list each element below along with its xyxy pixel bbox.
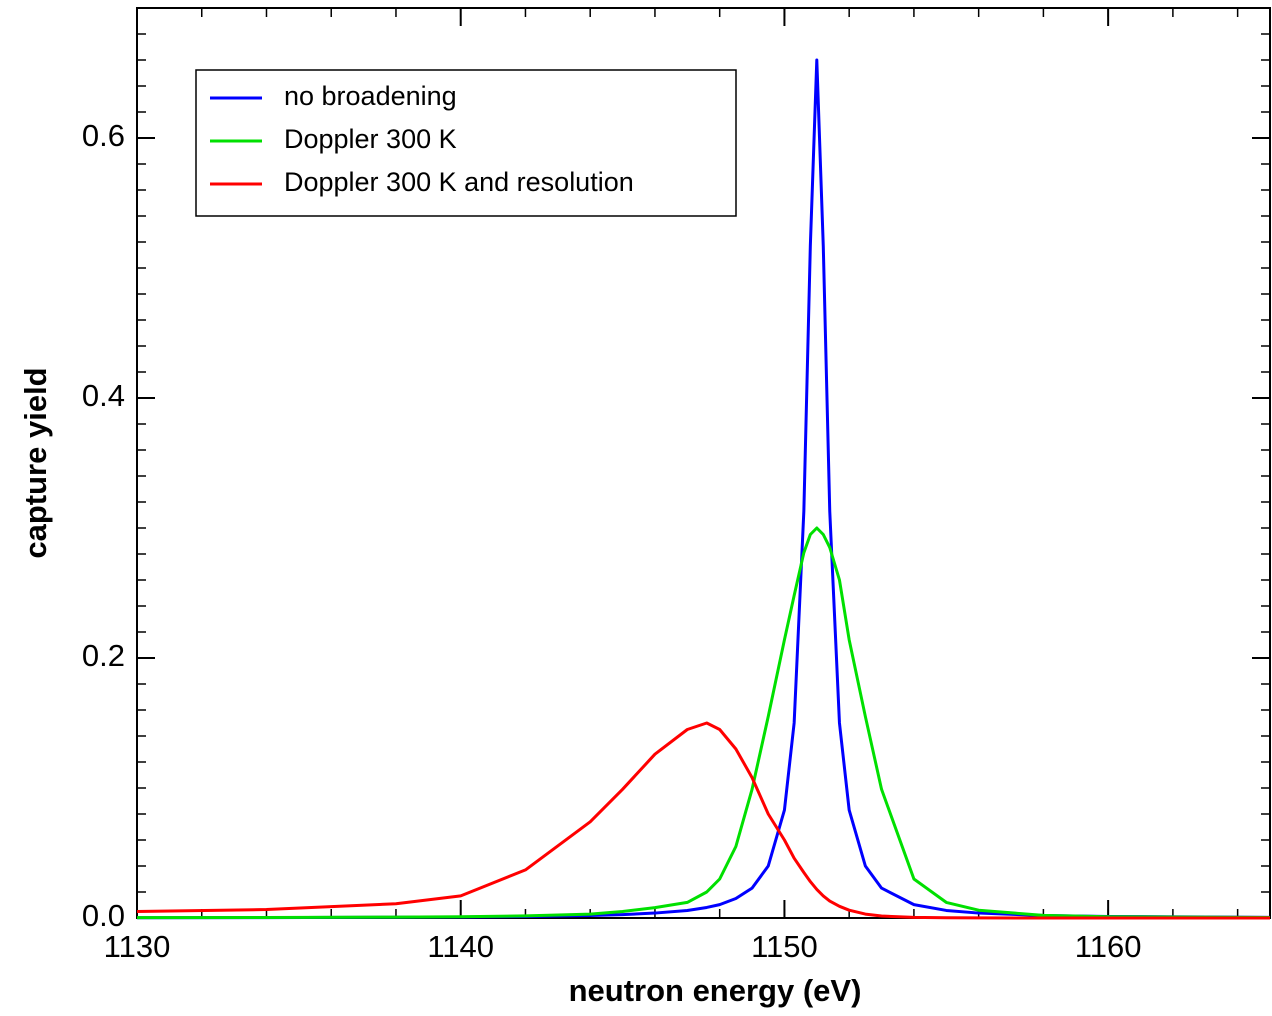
legend-label: no broadening bbox=[284, 81, 457, 111]
legend-label: Doppler 300 K and resolution bbox=[284, 167, 634, 197]
series-line bbox=[136, 721, 1270, 920]
legend-box bbox=[195, 69, 737, 217]
x-tick-label: 1160 bbox=[1075, 929, 1142, 964]
y-tick-label: 0.4 bbox=[82, 378, 125, 413]
legend: no broadening Doppler 300 K Doppler 300 K … bbox=[195, 69, 737, 217]
y-tick-label: 0.0 bbox=[82, 898, 125, 933]
x-tick-label: 1130 bbox=[104, 929, 171, 964]
y-tick-label: 0.2 bbox=[82, 638, 125, 673]
y-tick-label: 0.6 bbox=[82, 118, 125, 153]
plot-frame bbox=[136, 7, 1271, 919]
legend-label: Doppler 300 K bbox=[284, 124, 457, 154]
x-tick-label: 1150 bbox=[751, 929, 818, 964]
series-line bbox=[136, 526, 1271, 920]
y-axis-label: capture yield bbox=[18, 367, 53, 558]
x-tick-label: 1140 bbox=[427, 929, 494, 964]
x-axis-label: neutron energy (eV) bbox=[569, 973, 862, 1008]
